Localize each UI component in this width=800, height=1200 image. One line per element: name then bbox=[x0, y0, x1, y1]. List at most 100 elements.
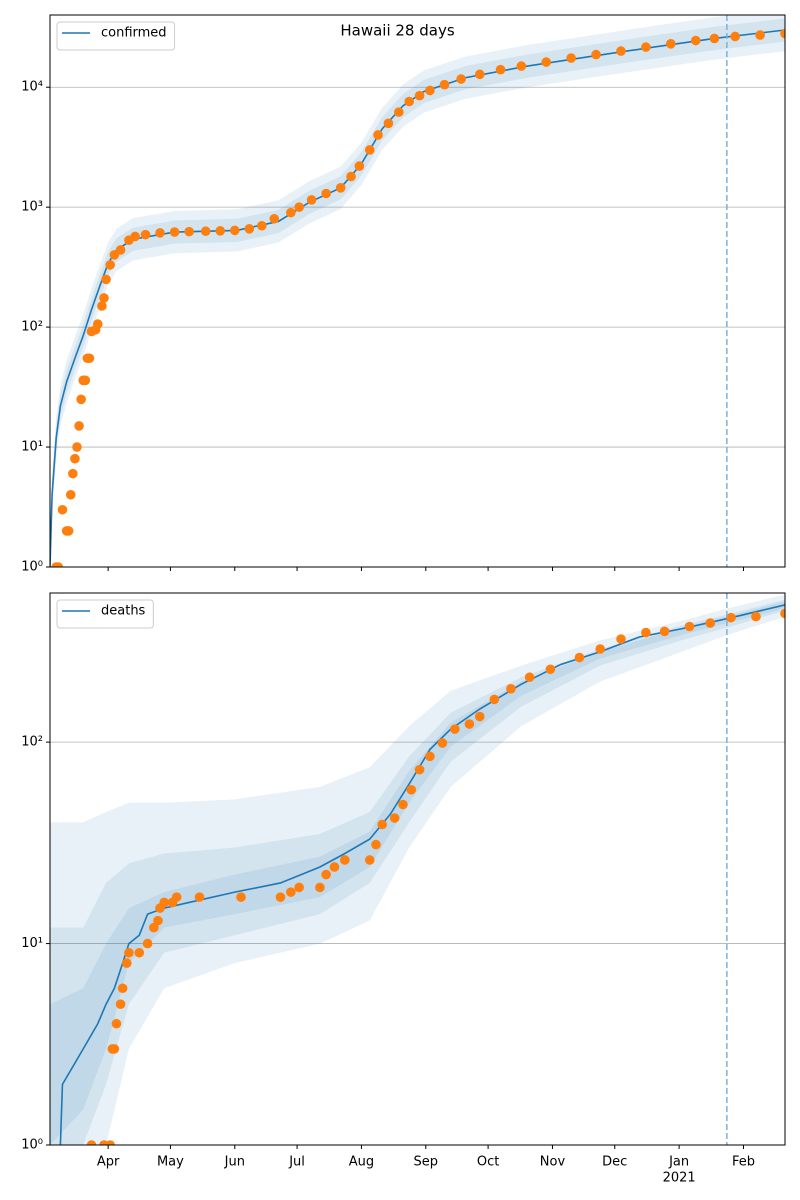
data-point bbox=[72, 442, 82, 452]
data-point bbox=[101, 274, 111, 285]
data-point bbox=[169, 227, 180, 237]
data-point bbox=[474, 711, 485, 722]
data-point bbox=[194, 892, 205, 902]
data-point bbox=[730, 31, 740, 42]
data-point bbox=[105, 1140, 116, 1145]
data-point bbox=[70, 453, 80, 464]
y-tick-label: 10¹ bbox=[21, 936, 43, 951]
data-point bbox=[117, 983, 128, 994]
data-point bbox=[80, 375, 91, 386]
data-point bbox=[153, 915, 163, 926]
data-point bbox=[690, 35, 701, 46]
axes-frame bbox=[49, 592, 786, 1146]
data-point bbox=[456, 74, 466, 84]
data-point bbox=[86, 1140, 97, 1145]
data-point bbox=[574, 652, 585, 663]
data-point bbox=[335, 183, 346, 193]
data-point bbox=[275, 892, 286, 902]
data-point bbox=[124, 947, 134, 958]
data-point bbox=[269, 213, 280, 224]
data-point bbox=[159, 897, 169, 908]
data-point bbox=[329, 862, 340, 872]
data-point bbox=[315, 882, 325, 893]
data-point bbox=[97, 301, 107, 311]
data-point bbox=[726, 612, 736, 623]
data-point bbox=[425, 85, 435, 96]
data-point bbox=[495, 64, 506, 75]
data-point bbox=[184, 226, 194, 237]
data-point bbox=[616, 634, 626, 644]
data-point bbox=[595, 644, 606, 654]
x-tick-label: Apr bbox=[97, 1155, 120, 1170]
data-point bbox=[53, 562, 64, 567]
data-point bbox=[57, 504, 68, 515]
data-point bbox=[215, 226, 226, 236]
data-point bbox=[406, 784, 417, 795]
data-point bbox=[111, 1018, 122, 1029]
data-point bbox=[92, 319, 103, 329]
data-point bbox=[346, 171, 356, 182]
chart-title: Hawaii 28 days bbox=[340, 22, 454, 40]
data-point bbox=[340, 855, 350, 865]
y-tick-label: 10⁰ bbox=[21, 1138, 43, 1153]
data-point bbox=[155, 228, 165, 238]
data-point bbox=[84, 353, 95, 364]
confidence-band bbox=[50, 599, 785, 1145]
data-point bbox=[591, 49, 601, 60]
data-point bbox=[425, 751, 435, 762]
data-point bbox=[115, 999, 126, 1010]
data-point bbox=[171, 892, 182, 902]
data-point bbox=[464, 719, 475, 729]
data-point bbox=[306, 195, 317, 205]
data-point bbox=[68, 468, 78, 479]
data-point bbox=[99, 293, 109, 303]
x-tick-label: Nov bbox=[540, 1155, 566, 1170]
data-point bbox=[474, 69, 485, 80]
data-point bbox=[516, 61, 527, 71]
data-point bbox=[414, 90, 425, 101]
data-point bbox=[244, 224, 255, 234]
data-point bbox=[506, 683, 516, 694]
plot-area bbox=[50, 593, 785, 1145]
y-tick-label: 10¹ bbox=[21, 440, 43, 455]
x-tick-label: Sep bbox=[414, 1155, 439, 1170]
axes-frame bbox=[49, 14, 786, 568]
data-point bbox=[684, 621, 695, 632]
data-point bbox=[394, 107, 404, 117]
data-point bbox=[780, 28, 785, 39]
model-line bbox=[59, 604, 785, 1145]
y-tick-label: 10² bbox=[21, 735, 43, 750]
x-tick-label: Jun bbox=[224, 1155, 245, 1170]
data-point bbox=[489, 694, 500, 705]
data-point bbox=[76, 394, 86, 405]
y-tick-label: 10² bbox=[21, 320, 43, 335]
data-point bbox=[780, 608, 785, 619]
data-point bbox=[286, 207, 296, 218]
data-point bbox=[404, 96, 414, 107]
data-point bbox=[354, 161, 365, 171]
data-point bbox=[383, 118, 394, 129]
data-point bbox=[373, 130, 383, 140]
data-point bbox=[294, 882, 304, 893]
data-point bbox=[545, 664, 556, 675]
data-point bbox=[286, 887, 296, 897]
data-point bbox=[751, 611, 761, 622]
data-point bbox=[74, 421, 84, 431]
legend: deaths bbox=[56, 599, 154, 629]
plot-area bbox=[50, 15, 785, 567]
x-tick-label: Jul bbox=[288, 1155, 305, 1170]
data-point bbox=[709, 33, 720, 44]
legend: confirmed bbox=[56, 21, 176, 51]
data-point bbox=[666, 39, 676, 49]
legend-box bbox=[56, 21, 176, 51]
y-tick-label: 10⁴ bbox=[21, 80, 43, 95]
data-point bbox=[256, 220, 267, 231]
data-point bbox=[294, 202, 304, 212]
data-point bbox=[371, 839, 381, 850]
y-tick-label: 10⁰ bbox=[21, 560, 43, 575]
data-point bbox=[524, 672, 535, 683]
data-point bbox=[659, 626, 670, 637]
confidence-band bbox=[50, 18, 785, 567]
data-point bbox=[140, 229, 151, 240]
x-tick-sublabel: 2021 bbox=[663, 1171, 696, 1186]
